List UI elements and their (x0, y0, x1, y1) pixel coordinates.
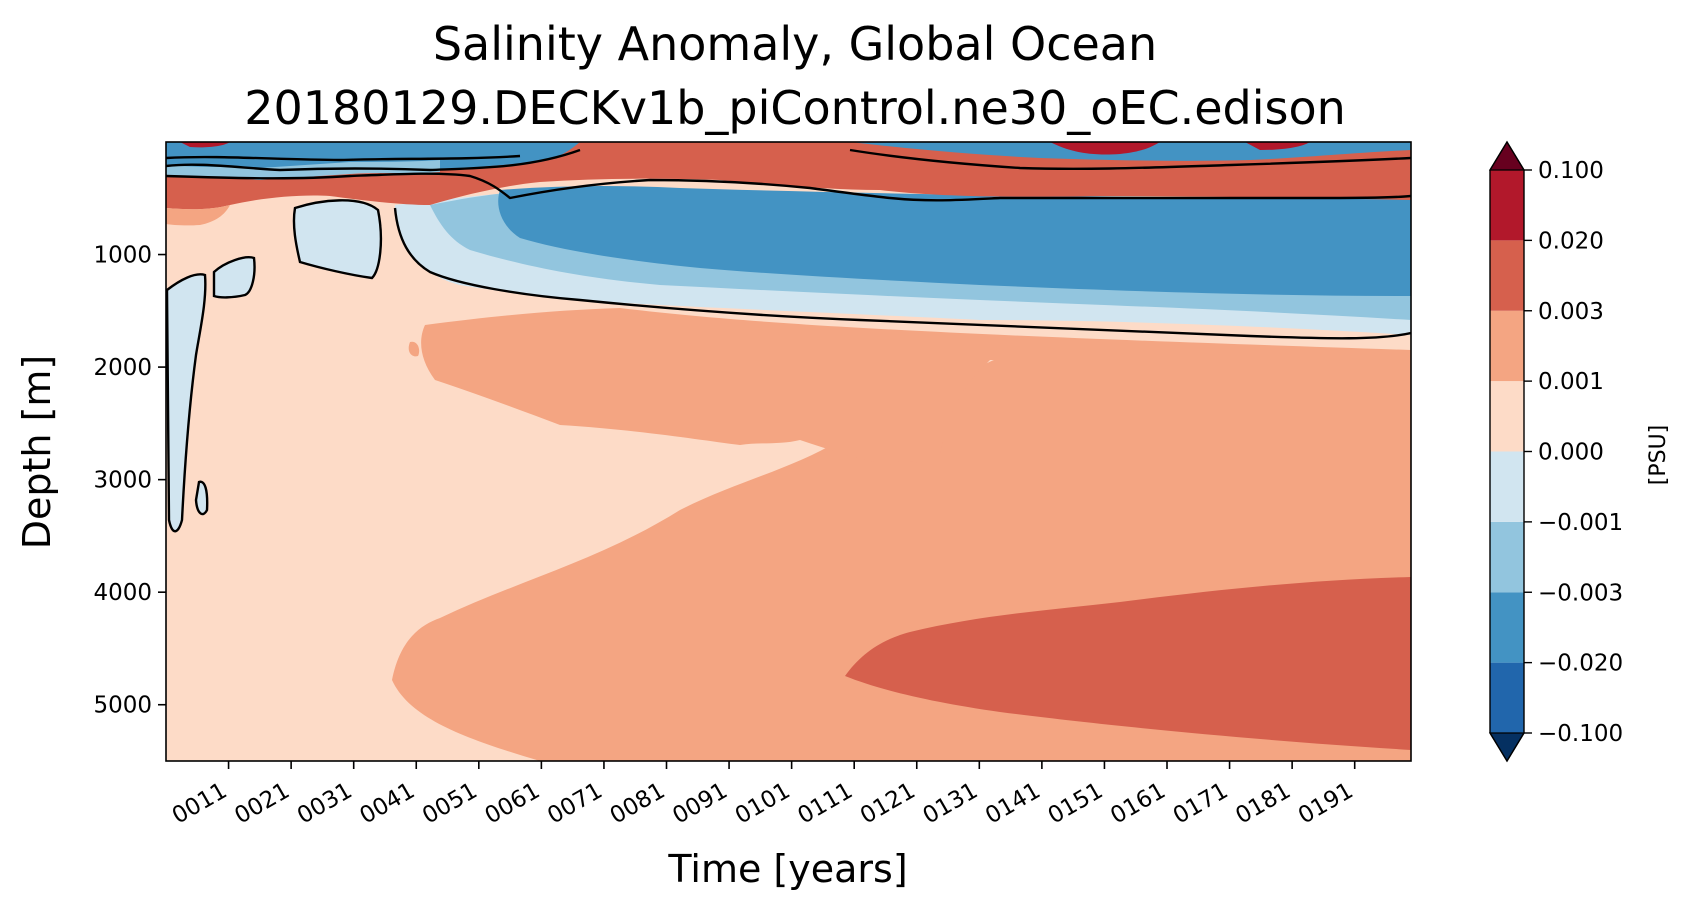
colorbar-tick-label: −0.003 (1538, 580, 1623, 606)
colorbar-segment (1490, 592, 1524, 663)
colorbar-segment (1490, 240, 1524, 311)
colorbar-segment (1490, 310, 1524, 382)
y-tick-label: 2000 (93, 355, 152, 381)
near-surface-strong-positive (1050, 142, 1160, 155)
x-tick-label: 0191 (1294, 778, 1358, 830)
x-tick-label: 0021 (230, 778, 294, 830)
plot-frame (165, 141, 1412, 762)
negative-patch-early-2 (214, 257, 255, 298)
x-tick-label: 0171 (1169, 778, 1233, 830)
y-tick-label: 4000 (93, 580, 152, 606)
near-surface-strong-positive-2 (1245, 142, 1310, 150)
colorbar-label: [PSU] (1646, 425, 1671, 486)
colorbar-segment (1490, 662, 1524, 733)
x-axis-label: Time [years] (667, 847, 907, 891)
x-tick-label: 0101 (731, 778, 795, 830)
zero-contour-lines (166, 148, 1411, 533)
x-tick-label: 0151 (1044, 778, 1108, 830)
x-tick-label: 0051 (418, 778, 482, 830)
colorbar-tick-label: −0.001 (1538, 510, 1623, 536)
negative-layer-core (498, 185, 1411, 296)
colorbar-extend-low (1488, 732, 1526, 763)
colorbar-tick-label: −0.100 (1538, 721, 1623, 747)
colorbar-segment (1490, 381, 1524, 452)
colorbar-tick-label: 0.100 (1538, 158, 1604, 184)
x-tick-label: 0091 (668, 778, 732, 830)
y-tick-label: 3000 (93, 468, 152, 494)
colorbar-tick-label: −0.020 (1538, 651, 1623, 677)
x-tick-label: 0121 (856, 778, 920, 830)
negative-patch-left-column (167, 274, 206, 532)
y-axis: 1000 2000 3000 4000 5000 (93, 243, 166, 719)
x-tick-label: 0011 (168, 778, 232, 830)
colorbar: −0.100 −0.020 −0.003 −0.001 0.000 0.001 0.003 0… (1488, 140, 1623, 763)
x-tick-label: 0081 (606, 778, 670, 830)
x-tick-label: 0041 (356, 778, 420, 830)
x-tick-label: 0181 (1231, 778, 1295, 830)
colorbar-tick-label: 0.003 (1538, 299, 1604, 325)
y-tick-label: 5000 (93, 693, 152, 719)
colorbar-segment (1490, 451, 1524, 522)
plot-area (166, 142, 1411, 761)
y-axis-label: Depth [m] (15, 355, 59, 550)
y-tick-label: 1000 (93, 243, 152, 269)
colorbar-segment (1490, 170, 1524, 241)
colorbar-tick-label: 0.020 (1538, 228, 1604, 254)
chart-subtitle: 20180129.DECKv1b_piControl.ne30_oEC.edis… (244, 81, 1346, 135)
x-tick-label: 0131 (919, 778, 983, 830)
x-tick-label: 0061 (481, 778, 545, 830)
negative-patch-early-1 (293, 200, 381, 278)
mid-depth-positive-fleck (408, 341, 420, 357)
colorbar-segment (1490, 521, 1524, 593)
bottom-positive-region (845, 577, 1411, 750)
x-tick-label: 0161 (1106, 778, 1170, 830)
colorbar-tick-label: 0.001 (1538, 369, 1604, 395)
x-tick-label: 0071 (543, 778, 607, 830)
x-tick-label: 0031 (293, 778, 357, 830)
colorbar-extend-high (1488, 140, 1526, 171)
mid-depth-positive-region (421, 308, 1411, 465)
near-surface-strong-positive-3 (180, 142, 230, 148)
x-axis: 0011002100310041005100610071008100910101… (168, 761, 1358, 829)
upper-positive-fringe (166, 205, 230, 226)
x-tick-label: 0141 (981, 778, 1045, 830)
chart-title: Salinity Anomaly, Global Ocean (433, 17, 1157, 71)
x-tick-label: 0111 (793, 778, 857, 830)
colorbar-tick-label: 0.000 (1538, 440, 1604, 466)
